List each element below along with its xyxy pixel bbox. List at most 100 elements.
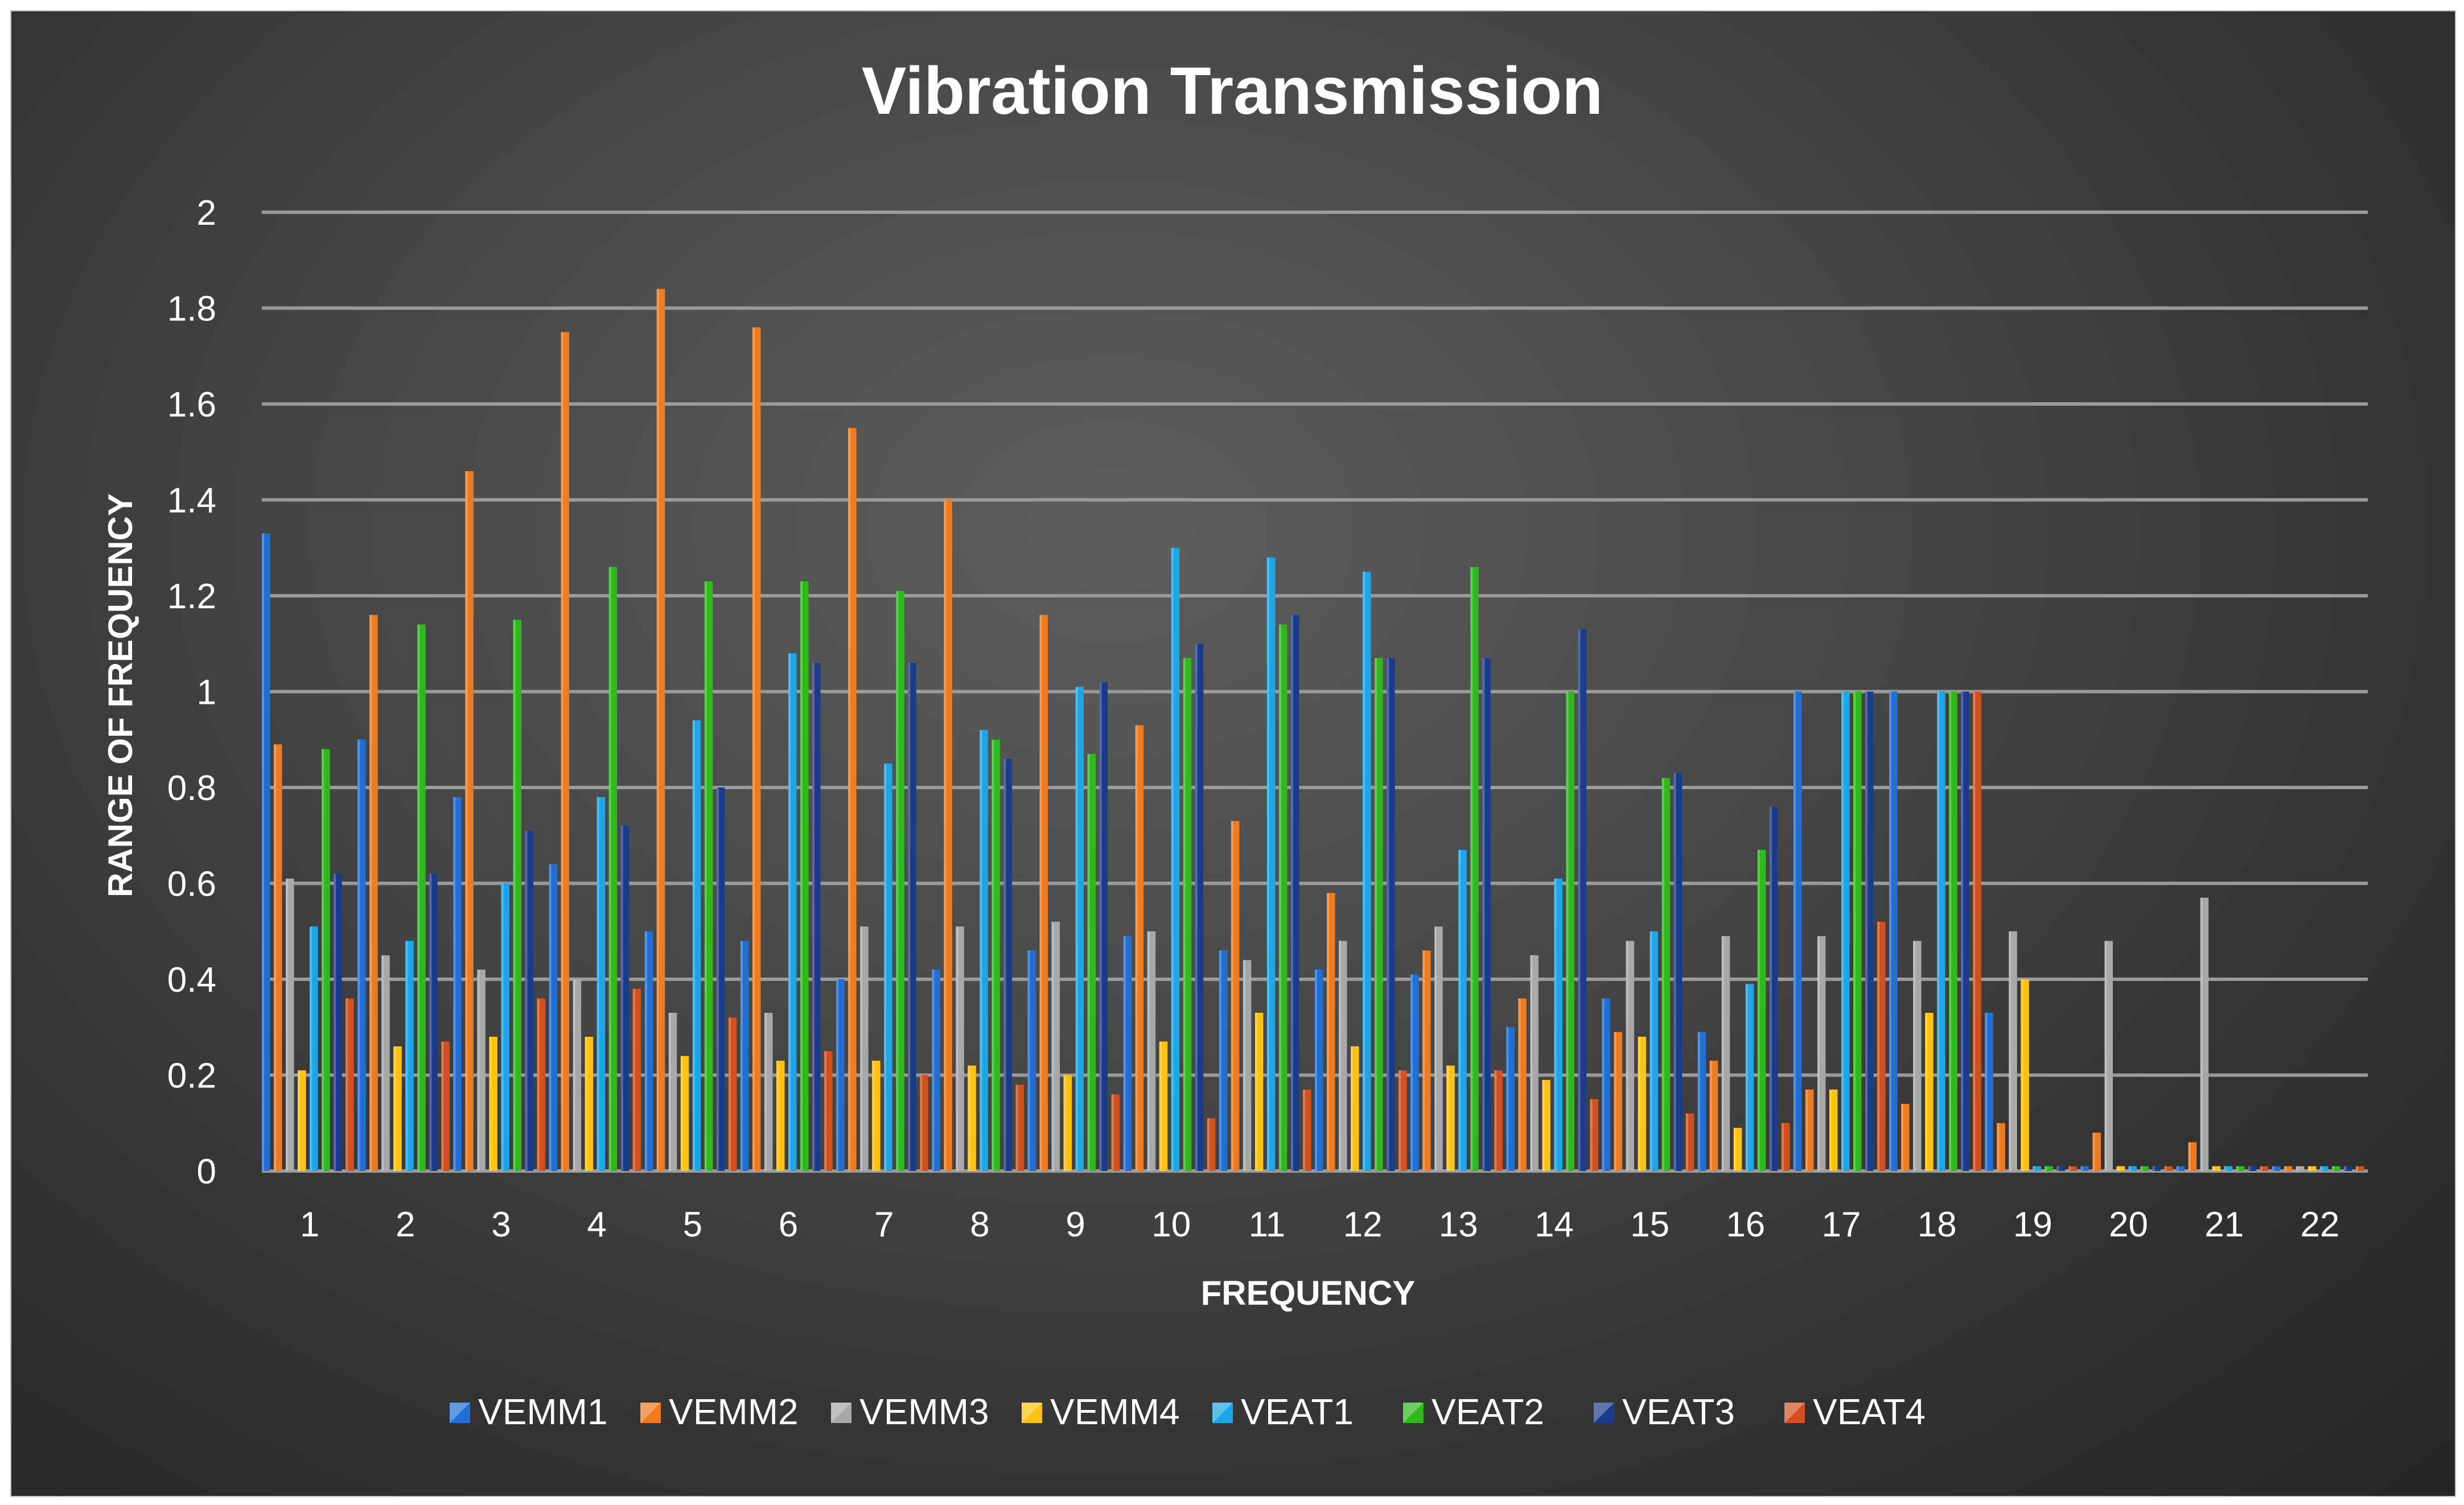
bar-highlight xyxy=(1434,926,1437,1171)
bar-highlight xyxy=(1530,955,1533,1171)
bar-vemm4-16 xyxy=(1733,1128,1742,1171)
bar-vemm3-12 xyxy=(1339,941,1347,1171)
bar-veat4-4 xyxy=(632,988,641,1171)
bar-highlight xyxy=(465,471,468,1172)
bar-highlight xyxy=(2224,1166,2227,1171)
bar-highlight xyxy=(1649,931,1652,1171)
x-tick-label: 21 xyxy=(2204,1205,2244,1244)
y-tick-label: 1.6 xyxy=(167,385,216,424)
bar-highlight xyxy=(932,970,935,1171)
legend-item-vemm2: VEMM2 xyxy=(640,1391,799,1432)
bar-highlight xyxy=(441,1041,444,1171)
legend-item-vemm1: VEMM1 xyxy=(450,1391,608,1432)
bar-highlight xyxy=(908,662,911,1171)
bar-highlight xyxy=(2080,1166,2083,1171)
bar-vemm2-5 xyxy=(656,288,665,1171)
legend-label: VEMM3 xyxy=(859,1391,989,1432)
bar-veat1-14 xyxy=(1554,879,1562,1171)
bar-vemm4-6 xyxy=(776,1061,785,1171)
bar-vemm4-10 xyxy=(1159,1041,1168,1171)
x-tick-label: 9 xyxy=(1066,1205,1085,1244)
bar-highlight xyxy=(2355,1166,2358,1171)
series-vemm4 xyxy=(298,979,2317,1171)
y-tick-label: 1 xyxy=(197,673,216,712)
bar-vemm2-9 xyxy=(1039,615,1048,1171)
bar-highlight xyxy=(752,327,755,1172)
bar-highlight xyxy=(1757,850,1760,1171)
bar-veat3-21 xyxy=(2248,1166,2257,1171)
bar-highlight xyxy=(2343,1166,2346,1171)
legend-swatch xyxy=(1784,1403,1805,1423)
bar-veat1-3 xyxy=(501,883,509,1171)
bar-highlight xyxy=(477,970,480,1171)
bar-highlight xyxy=(716,787,719,1171)
bar-highlight xyxy=(322,749,324,1171)
bar-veat2-14 xyxy=(1566,691,1574,1171)
x-tick-label: 19 xyxy=(2013,1205,2052,1244)
legend-label: VEMM2 xyxy=(669,1391,799,1432)
bar-vemm3-8 xyxy=(956,926,964,1171)
bar-highlight xyxy=(1327,893,1330,1171)
bar-veat4-16 xyxy=(1781,1123,1790,1171)
bar-highlight xyxy=(1075,687,1078,1171)
bar-highlight xyxy=(2152,1166,2155,1171)
bar-veat2-8 xyxy=(992,739,1000,1171)
bar-vemm3-17 xyxy=(1817,936,1826,1171)
y-tick-label: 0.8 xyxy=(167,769,216,808)
bar-veat3-4 xyxy=(620,826,630,1171)
bar-highlight xyxy=(274,744,277,1171)
bar-highlight xyxy=(968,1065,970,1171)
bar-veat2-20 xyxy=(2140,1166,2149,1171)
bar-vemm1-2 xyxy=(357,739,366,1171)
bar-vemm3-7 xyxy=(860,926,869,1171)
bar-vemm1-11 xyxy=(1219,950,1228,1171)
bar-highlight xyxy=(2056,1166,2059,1171)
x-tick-label: 15 xyxy=(1630,1205,1669,1244)
bar-highlight xyxy=(632,988,635,1171)
bar-highlight xyxy=(1147,931,1150,1171)
bar-veat4-3 xyxy=(537,998,546,1171)
bar-veat4-12 xyxy=(1398,1070,1407,1171)
x-tick-label: 16 xyxy=(1726,1205,1765,1244)
bar-highlight xyxy=(1506,1027,1509,1171)
x-axis-label: FREQUENCY xyxy=(1201,1274,1416,1312)
bar-highlight xyxy=(2116,1166,2119,1171)
legend-swatch-shine xyxy=(640,1403,661,1423)
bar-highlight xyxy=(1697,1032,1700,1171)
bar-veat3-2 xyxy=(429,873,438,1171)
bar-veat4-10 xyxy=(1207,1118,1216,1171)
bar-vemm4-21 xyxy=(2212,1166,2221,1171)
bar-veat3-1 xyxy=(334,873,342,1171)
bar-highlight xyxy=(2212,1166,2215,1171)
bar-vemm2-19 xyxy=(1997,1123,2005,1171)
bar-veat1-19 xyxy=(2033,1166,2041,1171)
bar-highlight xyxy=(2033,1166,2035,1171)
x-tick-label: 13 xyxy=(1439,1205,1478,1244)
bar-veat3-3 xyxy=(525,830,534,1171)
x-tick-label: 10 xyxy=(1151,1205,1191,1244)
bar-veat1-20 xyxy=(2128,1166,2137,1171)
bar-veat3-17 xyxy=(1865,691,1874,1171)
bar-highlight xyxy=(656,288,659,1171)
bar-highlight xyxy=(561,332,563,1171)
bar-veat4-2 xyxy=(441,1041,450,1171)
bar-vemm3-20 xyxy=(2104,941,2113,1171)
bar-vemm2-15 xyxy=(1614,1032,1623,1171)
bar-veat4-9 xyxy=(1111,1094,1120,1171)
legend-swatch xyxy=(640,1403,661,1423)
bar-veat3-6 xyxy=(812,662,821,1171)
bar-highlight xyxy=(1051,921,1054,1171)
bar-highlight xyxy=(393,1046,396,1171)
bar-veat2-17 xyxy=(1853,691,1862,1171)
bar-vemm3-15 xyxy=(1626,941,1635,1171)
bar-highlight xyxy=(992,739,994,1171)
y-tick-label: 1.4 xyxy=(167,481,216,521)
bar-highlight xyxy=(597,797,599,1171)
bar-vemm1-20 xyxy=(2080,1166,2089,1171)
bar-vemm2-1 xyxy=(274,744,282,1171)
bar-highlight xyxy=(1829,1089,1832,1171)
bar-highlight xyxy=(824,1051,827,1171)
bar-veat3-8 xyxy=(1003,758,1012,1171)
x-tick-label: 2 xyxy=(396,1205,415,1244)
legend: VEMM1 VEMM2 VEMM3 VEMM4 VEAT1 VEAT2 VEAT3 VEAT4 xyxy=(450,1391,1926,1432)
